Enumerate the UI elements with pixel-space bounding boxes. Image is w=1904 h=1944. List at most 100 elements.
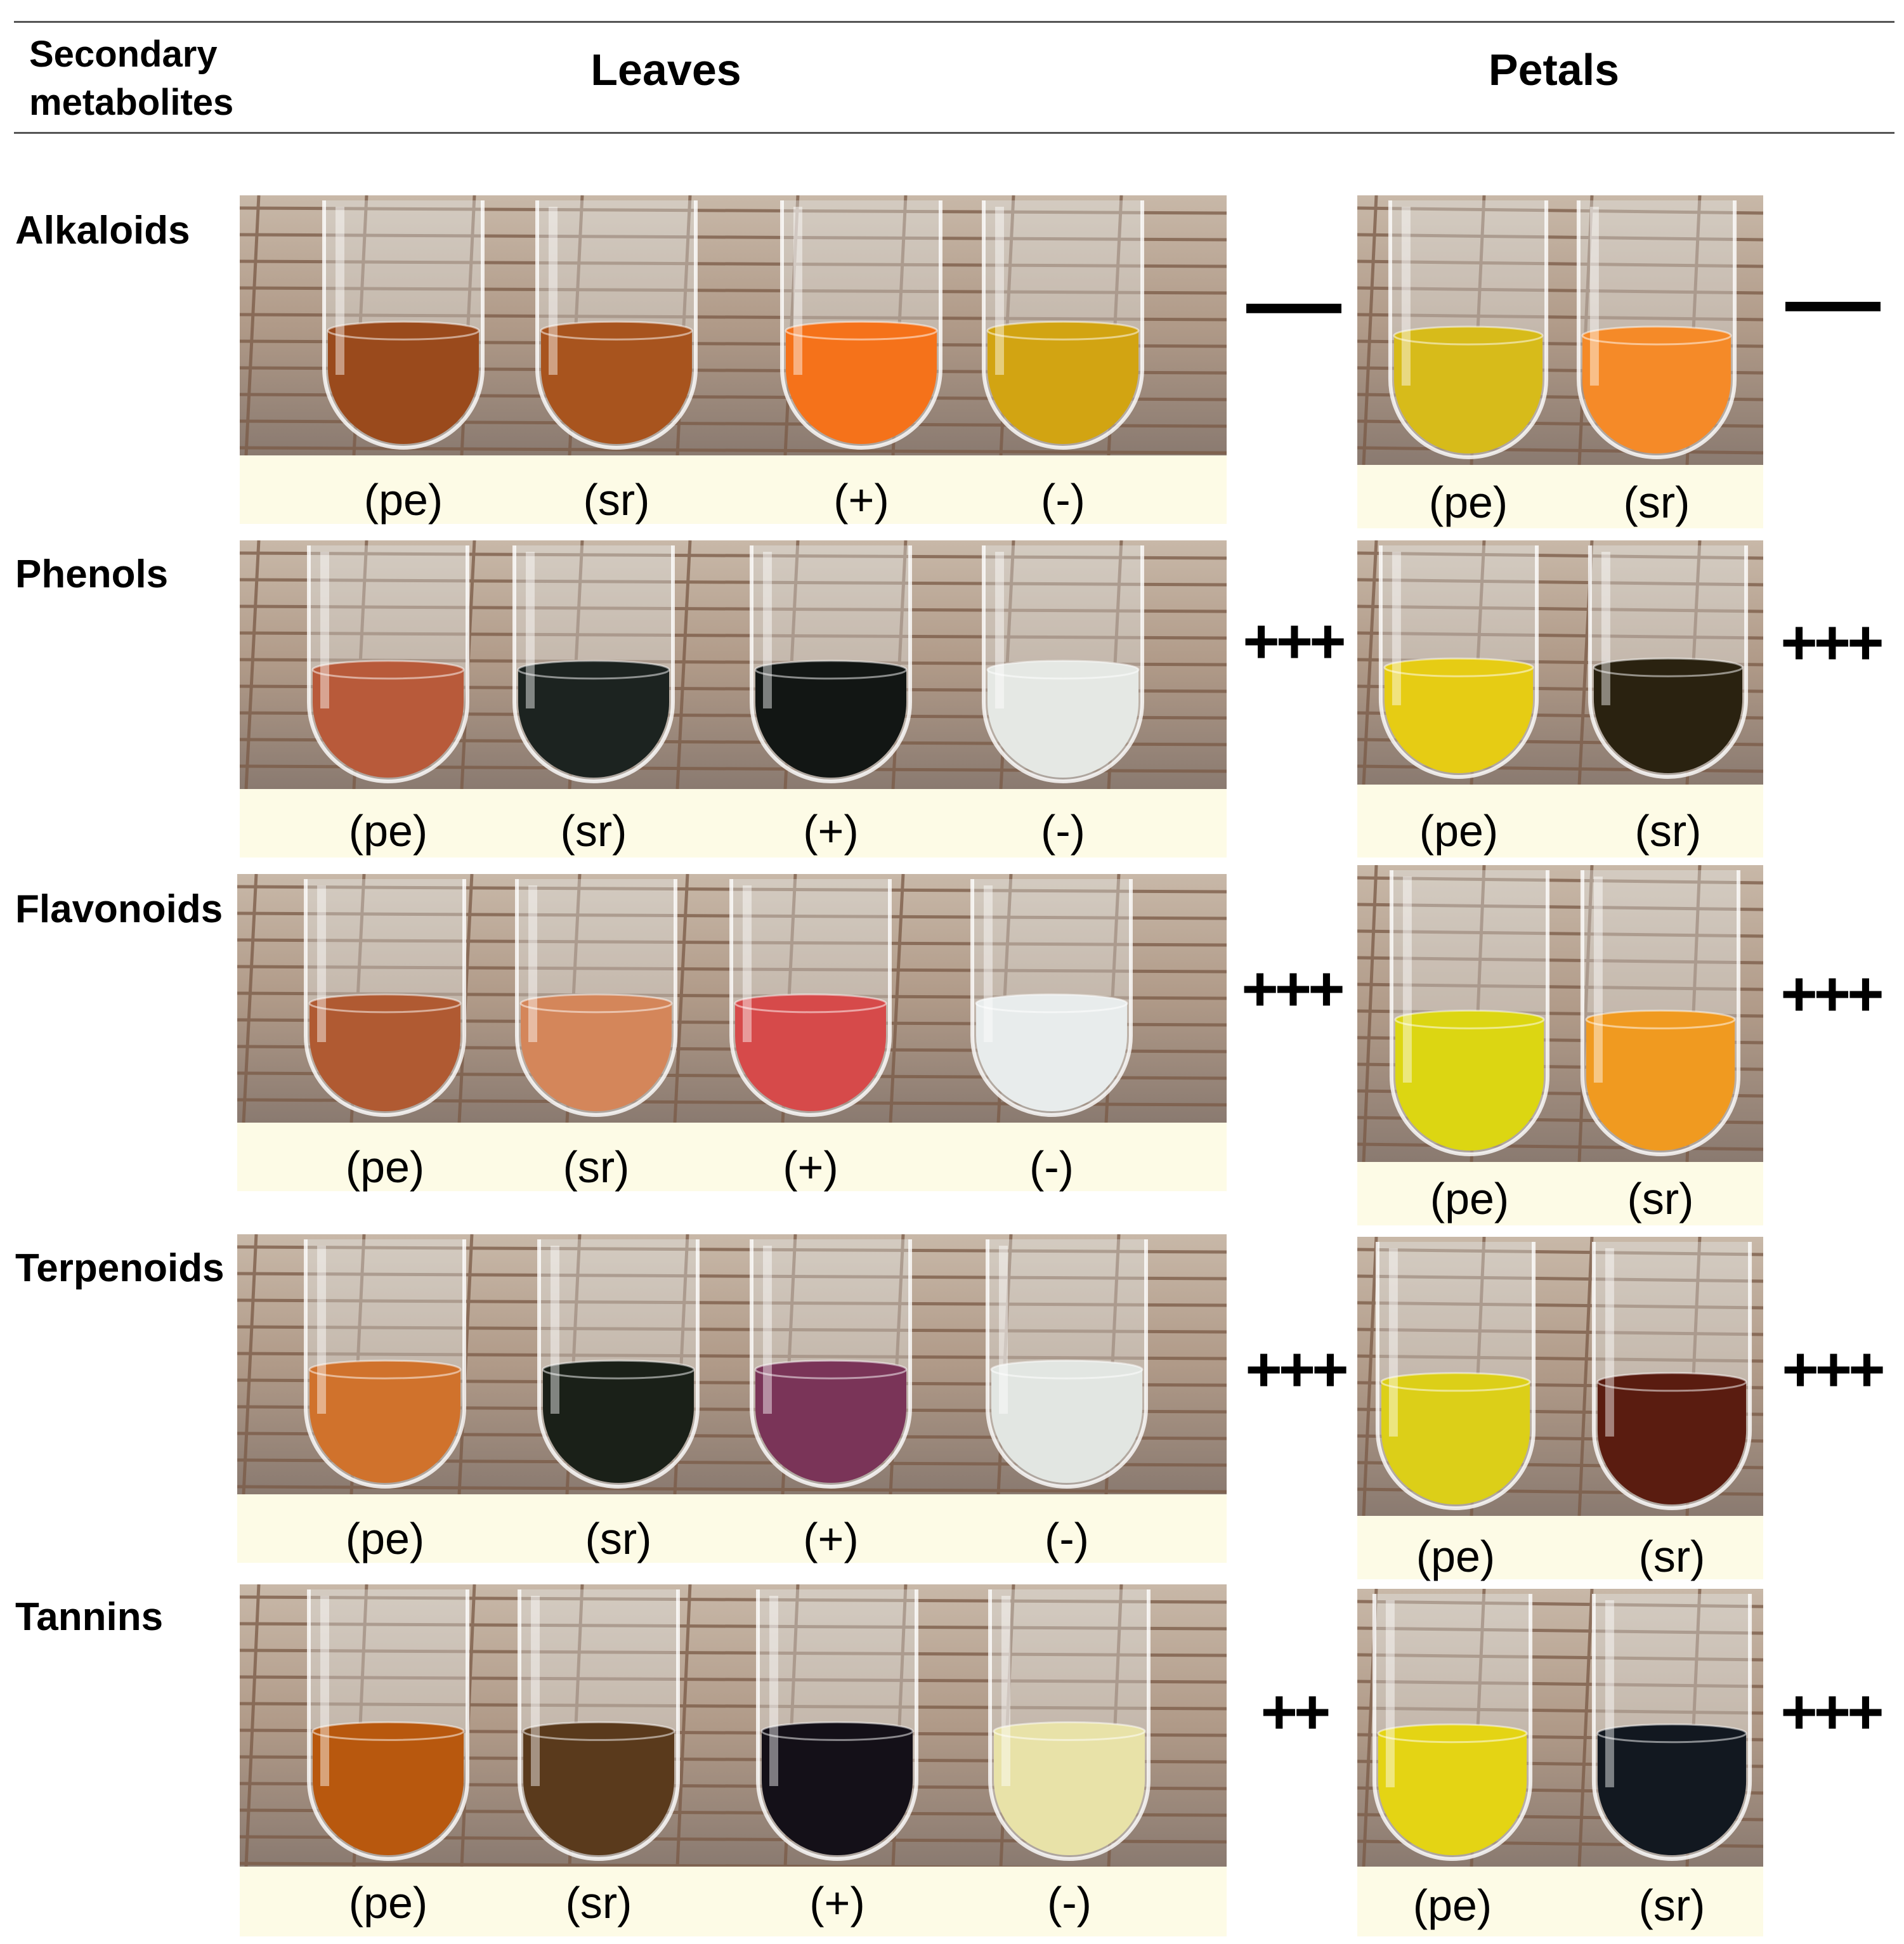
row-label-flavonoids: Flavonoids <box>15 887 223 931</box>
alkaloids-leaves-photo-svg <box>240 195 1227 455</box>
phenols-leaves-tube-label: (+) <box>803 806 859 856</box>
tube-liquid <box>1597 1381 1747 1504</box>
tube-liquid <box>310 1003 460 1111</box>
tannins-petals-label-strip <box>1357 1867 1763 1936</box>
test-tube <box>988 1589 1151 1861</box>
test-tube <box>518 1589 680 1861</box>
test-tube <box>756 1589 918 1861</box>
alkaloids-leaves-tube-label: (+) <box>833 475 889 525</box>
test-tube <box>750 1239 912 1489</box>
test-tube <box>982 200 1144 450</box>
terpenoids-leaves-tube-label: (sr) <box>585 1514 652 1563</box>
row-label-tannins: Tannins <box>15 1595 164 1639</box>
terpenoids-petals-result: +++ <box>1782 1334 1885 1406</box>
alkaloids-leaves-label-strip <box>240 455 1227 524</box>
terpenoids-leaves-tube-label: (+) <box>803 1514 859 1563</box>
flavonoids-petals-tube-label: (pe) <box>1430 1174 1510 1223</box>
test-tube <box>512 545 675 783</box>
phenols-petals-result: +++ <box>1780 607 1884 679</box>
tube-liquid <box>1593 667 1743 773</box>
phenols-leaves-label-strip <box>240 789 1227 858</box>
alkaloids-leaves-tube-label: (sr) <box>583 475 650 525</box>
test-tube <box>307 1589 469 1861</box>
test-tube <box>537 1239 700 1489</box>
test-tube <box>304 1239 466 1489</box>
phenols-leaves-tube-label: (sr) <box>560 806 627 856</box>
tannins-leaves-photo <box>240 1584 1227 1867</box>
tube-liquid <box>1597 1733 1747 1855</box>
flavonoids-petals-label-strip <box>1357 1162 1763 1225</box>
tannins-petals-photo <box>1357 1589 1763 1867</box>
flavonoids-petals-photo-svg <box>1357 865 1763 1162</box>
test-tube <box>304 879 466 1117</box>
terpenoids-petals-photo <box>1357 1237 1763 1516</box>
test-tube <box>1591 1594 1752 1861</box>
test-tube <box>1372 1594 1533 1861</box>
phenols-leaves-photo-svg <box>240 540 1227 789</box>
tube-liquid <box>1395 1019 1544 1151</box>
tannins-leaves-tube-label: (pe) <box>348 1878 428 1928</box>
row-label-terpenoids: Terpenoids <box>15 1246 225 1290</box>
top-rule <box>14 21 1894 23</box>
row-label-alkaloids: Alkaloids <box>15 209 190 252</box>
tube-liquid <box>786 330 937 444</box>
phenols-petals-tube-label: (sr) <box>1634 806 1702 856</box>
tube-liquid <box>310 1369 460 1483</box>
tannins-leaves-result: ++ <box>1260 1676 1331 1748</box>
phenols-petals-photo <box>1357 540 1763 785</box>
tube-liquid <box>988 330 1138 444</box>
flavonoids-leaves-label-strip <box>237 1123 1227 1191</box>
alkaloids-petals-tube-label: (pe) <box>1428 478 1508 527</box>
tannins-petals-tube-label: (sr) <box>1638 1881 1705 1930</box>
phenols-leaves-result: +++ <box>1242 606 1346 677</box>
tube-liquid <box>988 669 1138 778</box>
tube-liquid <box>523 1731 674 1855</box>
flavonoids-leaves-tube-label: (sr) <box>563 1142 630 1192</box>
tube-liquid <box>1582 336 1731 453</box>
terpenoids-leaves-photo-svg <box>237 1234 1227 1494</box>
header-line-2: metabolites <box>29 82 234 123</box>
test-tube <box>1388 200 1549 459</box>
tube-liquid <box>328 330 479 444</box>
flavonoids-leaves-tube-label: (-) <box>1029 1142 1074 1192</box>
leaves-header: Leaves <box>590 45 741 95</box>
tube-liquid <box>994 1731 1145 1855</box>
tannins-petals-photo-svg <box>1357 1589 1763 1867</box>
terpenoids-leaves-tube-label: (pe) <box>345 1514 425 1563</box>
tube-liquid <box>313 669 464 778</box>
phenols-leaves-tube-label: (pe) <box>348 806 428 856</box>
test-tube <box>986 1239 1148 1489</box>
tube-liquid <box>976 1003 1127 1111</box>
petals-header: Petals <box>1488 45 1620 95</box>
tube-liquid <box>1378 1733 1527 1855</box>
header-line-1: Secondary <box>29 34 218 75</box>
flavonoids-leaves-tube-label: (pe) <box>345 1142 425 1192</box>
header-rule <box>14 132 1894 134</box>
alkaloids-leaves-tube-label: (pe) <box>363 475 443 525</box>
tube-liquid <box>735 1003 886 1111</box>
test-tube <box>1580 870 1741 1156</box>
tannins-leaves-tube-label: (-) <box>1047 1878 1092 1928</box>
flavonoids-leaves-photo-svg <box>237 874 1227 1123</box>
flavonoids-petals-tube-label: (sr) <box>1627 1174 1694 1223</box>
alkaloids-leaves-photo <box>240 195 1227 455</box>
tube-liquid <box>543 1369 694 1483</box>
tube-liquid <box>1384 667 1534 773</box>
phenols-leaves-photo <box>240 540 1227 789</box>
test-tube <box>1591 1242 1752 1510</box>
flavonoids-leaves-tube-label: (+) <box>783 1142 838 1192</box>
terpenoids-leaves-photo <box>237 1234 1227 1494</box>
terpenoids-petals-label-strip <box>1357 1516 1763 1579</box>
tannins-leaves-tube-label: (sr) <box>565 1878 632 1928</box>
tannins-leaves-label-strip <box>240 1867 1227 1936</box>
phenols-petals-photo-svg <box>1357 540 1763 785</box>
alkaloids-petals-tube-label: (sr) <box>1623 478 1690 527</box>
alkaloids-petals-result: — <box>1785 245 1881 353</box>
terpenoids-petals-photo-svg <box>1357 1237 1763 1516</box>
phenols-petals-tube-label: (pe) <box>1419 806 1499 856</box>
flavonoids-leaves-result: +++ <box>1241 953 1345 1025</box>
row-label-phenols: Phenols <box>15 552 169 596</box>
alkaloids-leaves-result: — <box>1246 247 1341 355</box>
flavonoids-petals-photo <box>1357 865 1763 1162</box>
test-tube <box>515 879 677 1117</box>
